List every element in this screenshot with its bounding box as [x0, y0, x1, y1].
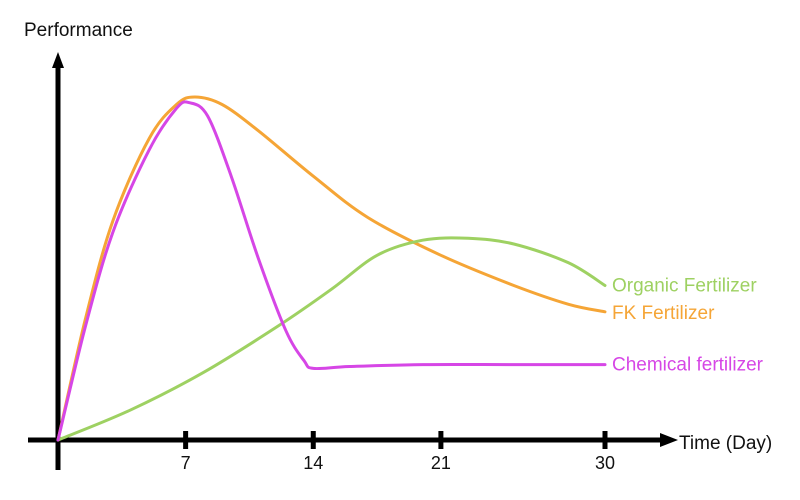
x-axis-label: Time (Day) — [679, 433, 772, 454]
axes — [28, 52, 678, 470]
series-line-fk-fertilizer — [56, 95, 607, 442]
series-line-chemical-fertilizer — [56, 100, 607, 442]
x-tick-label: 21 — [431, 453, 451, 473]
series-labels: FK Fertilizer Organic Fertilizer Chemical … — [612, 275, 764, 375]
x-tick-label: 14 — [303, 453, 323, 473]
series-label-organic-fertilizer: Organic Fertilizer — [612, 275, 757, 296]
x-axis-arrow-icon — [660, 433, 678, 447]
series-line-organic-fertilizer — [56, 236, 607, 442]
x-ticks: 7 14 21 30 — [181, 431, 615, 473]
y-axis-arrow-icon — [52, 52, 64, 68]
series-lines — [56, 95, 607, 442]
x-tick-label: 7 — [181, 453, 191, 473]
x-tick-label: 30 — [595, 453, 615, 473]
series-label-chemical-fertilizer: Chemical fertilizer — [612, 355, 764, 376]
y-axis-label: Performance — [24, 20, 133, 41]
series-label-fk-fertilizer: FK Fertilizer — [612, 303, 715, 324]
